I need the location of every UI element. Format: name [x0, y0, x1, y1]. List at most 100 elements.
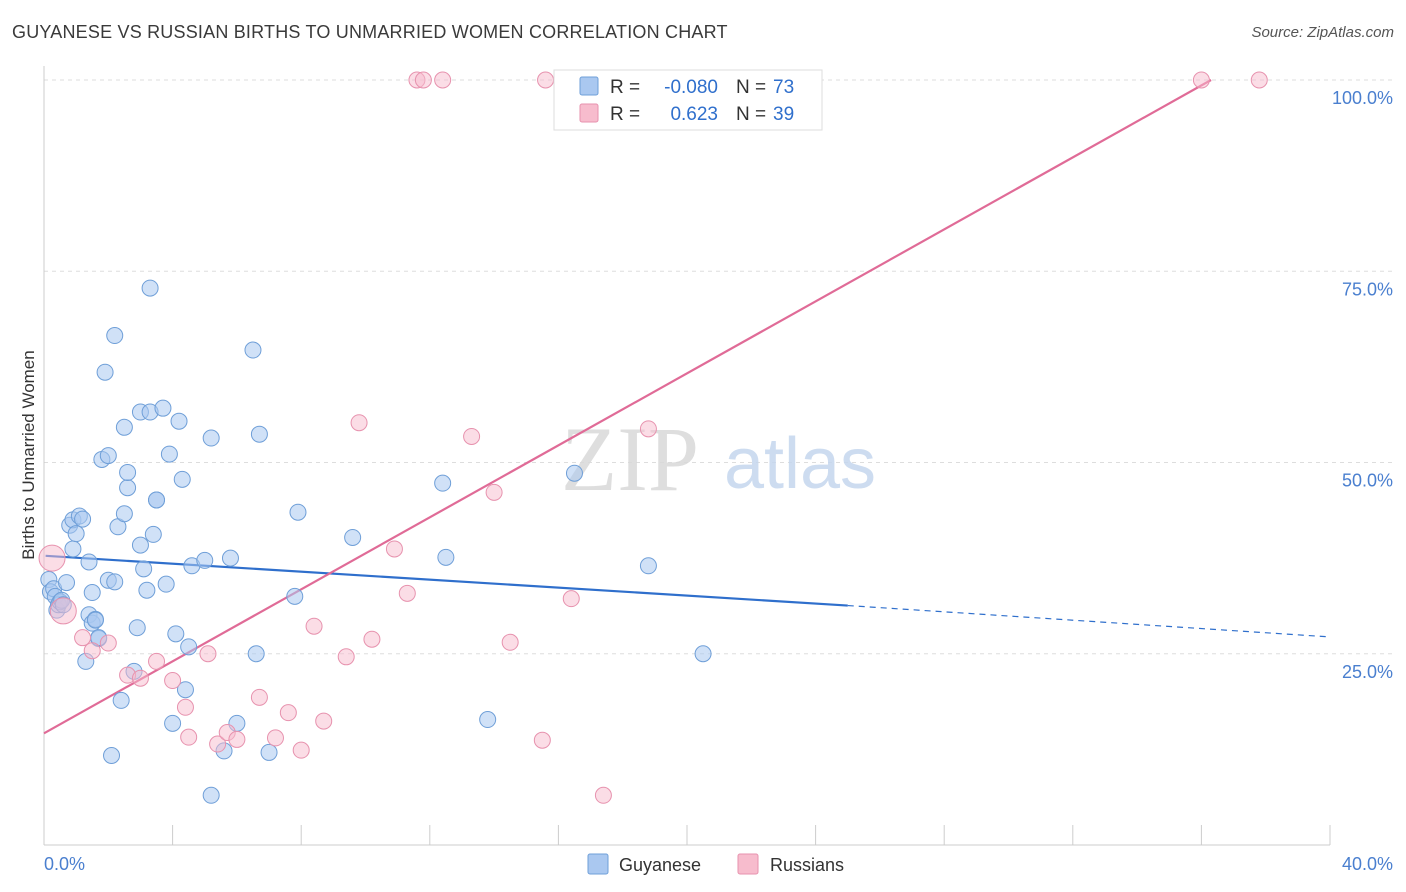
legend-r-label-guyanese: R =	[610, 77, 640, 98]
point-guyanese-71	[344, 528, 362, 546]
point-guyanese-34	[115, 505, 133, 523]
chart-title: GUYANESE VS RUSSIAN BIRTHS TO UNMARRIED …	[12, 22, 728, 42]
legend-swatch-russians	[579, 103, 599, 123]
point-guyanese-54	[170, 412, 188, 430]
point-russians-3	[83, 642, 101, 660]
point-russians-2	[74, 629, 92, 647]
point-guyanese-26	[96, 363, 114, 381]
point-guyanese-50	[157, 575, 175, 593]
point-guyanese-69	[286, 587, 304, 605]
point-guyanese-49	[154, 399, 172, 417]
point-guyanese-48	[148, 491, 166, 509]
legend-swatch-guyanese	[579, 76, 599, 96]
point-guyanese-72	[434, 474, 452, 492]
point-guyanese-33	[112, 691, 130, 709]
point-guyanese-65	[244, 341, 262, 359]
x-tick-label-1: 40.0%	[1342, 854, 1393, 874]
legend-stats: R = -0.080 N = 73 R = 0.623 N = 39	[553, 69, 823, 131]
point-guyanese-74	[479, 711, 497, 729]
point-guyanese-22	[86, 611, 104, 629]
axes	[43, 66, 1331, 846]
point-russians-1	[49, 597, 77, 625]
point-russians-23	[363, 630, 381, 648]
point-russians-21	[337, 648, 355, 666]
legend-r-value-russians: 0.623	[670, 104, 718, 125]
series-guyanese-points	[40, 279, 712, 804]
trend-lines	[43, 79, 1331, 735]
point-russians-16	[266, 729, 284, 747]
point-guyanese-46	[144, 525, 162, 543]
point-guyanese-9	[58, 574, 76, 592]
point-russians-36	[639, 420, 657, 438]
watermark-atlas: atlas	[724, 424, 876, 504]
point-russians-17	[279, 704, 297, 722]
point-russians-20	[315, 712, 333, 730]
point-guyanese-45	[141, 279, 159, 297]
watermark-zip: ZIP	[561, 408, 699, 510]
point-guyanese-76	[639, 557, 657, 575]
point-russians-7	[148, 652, 166, 670]
point-russians-38	[1250, 71, 1268, 89]
point-guyanese-41	[131, 536, 149, 554]
point-russians-12	[209, 735, 227, 753]
y-tick-label-0: 25.0%	[1342, 662, 1393, 682]
point-guyanese-75	[565, 464, 583, 482]
legend-n-value-guyanese: 73	[773, 77, 794, 98]
y-axis-label: Births to Unmarried Women	[19, 350, 38, 559]
point-russians-9	[176, 698, 194, 716]
point-guyanese-59	[196, 551, 214, 569]
point-guyanese-19	[83, 584, 101, 602]
legend-bottom-swatch-russians	[737, 853, 759, 875]
legend-series: Guyanese Russians	[587, 853, 844, 875]
point-guyanese-43	[138, 581, 156, 599]
point-guyanese-31	[106, 573, 124, 591]
watermark: ZIP atlas	[561, 408, 876, 510]
point-guyanese-42	[135, 560, 153, 578]
point-russians-14	[228, 730, 246, 748]
tick-labels: 25.0% 50.0% 75.0% 100.0% 0.0% 40.0%	[44, 88, 1393, 874]
point-guyanese-30	[106, 327, 124, 345]
point-guyanese-55	[173, 470, 191, 488]
point-russians-37	[1192, 71, 1210, 89]
point-russians-32	[537, 71, 555, 89]
point-russians-10	[180, 728, 198, 746]
point-russians-0	[38, 544, 66, 572]
point-guyanese-12	[64, 540, 82, 558]
point-russians-8	[164, 672, 182, 690]
point-russians-29	[463, 427, 481, 445]
legend-bottom-swatch-guyanese	[587, 853, 609, 875]
legend-n-label-russians: N =	[736, 104, 766, 125]
point-guyanese-39	[128, 619, 146, 637]
point-guyanese-68	[260, 743, 278, 761]
point-russians-15	[250, 688, 268, 706]
legend-r-label-russians: R =	[610, 104, 640, 125]
point-guyanese-52	[164, 714, 182, 732]
point-russians-31	[501, 633, 519, 651]
point-russians-28	[434, 71, 452, 89]
point-guyanese-77	[694, 645, 712, 663]
point-guyanese-60	[202, 429, 220, 447]
legend-r-value-guyanese: -0.080	[664, 77, 718, 98]
point-guyanese-61	[202, 786, 220, 804]
point-guyanese-70	[289, 503, 307, 521]
trend-line-guyanese-extension	[847, 604, 1331, 638]
y-tick-label-3: 100.0%	[1332, 88, 1393, 108]
legend-n-label-guyanese: N =	[736, 77, 766, 98]
point-guyanese-57	[180, 638, 198, 656]
point-guyanese-51	[160, 445, 178, 463]
point-russians-11	[199, 645, 217, 663]
point-guyanese-73	[437, 548, 455, 566]
point-guyanese-35	[115, 418, 133, 436]
point-russians-27	[414, 71, 432, 89]
point-guyanese-53	[167, 625, 185, 643]
point-russians-6	[131, 669, 149, 687]
legend-n-value-russians: 39	[773, 104, 794, 125]
trend-line-russians	[43, 79, 1212, 735]
point-russians-25	[398, 584, 416, 602]
point-russians-18	[292, 741, 310, 759]
y-tick-label-1: 50.0%	[1342, 471, 1393, 491]
point-guyanese-29	[103, 746, 121, 764]
point-russians-19	[305, 617, 323, 635]
trend-line-guyanese	[45, 554, 848, 607]
